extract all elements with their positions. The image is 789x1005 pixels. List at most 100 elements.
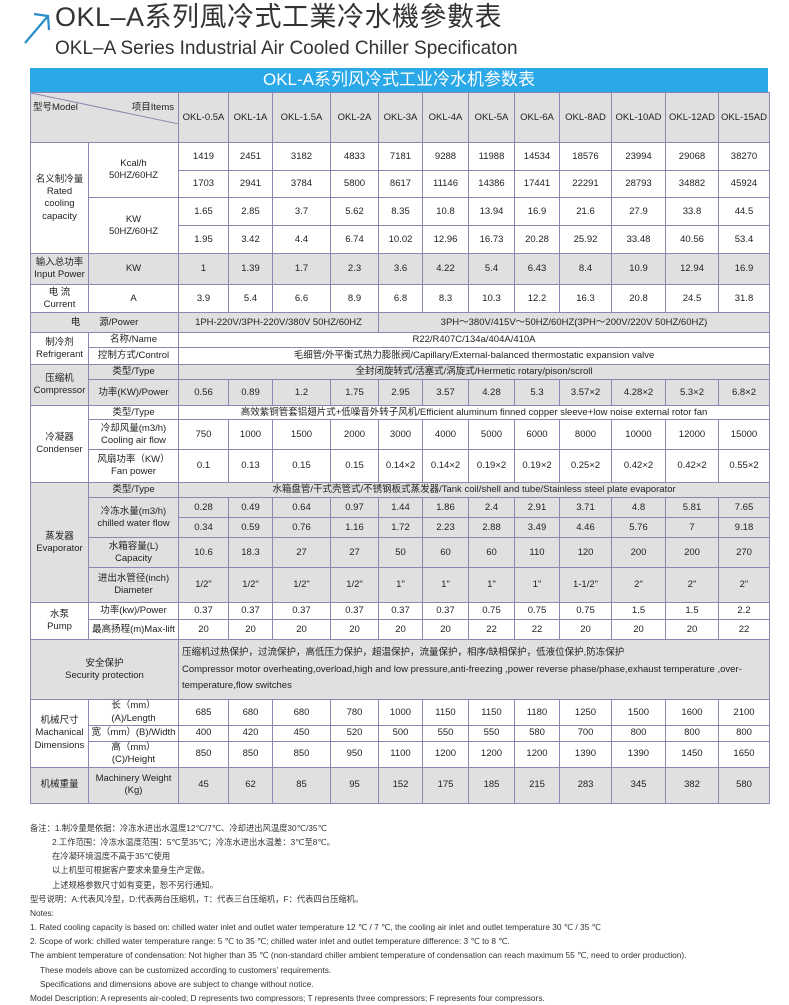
value-cell: 18.3 (228, 537, 273, 569)
value-cell: 2.2 (718, 602, 770, 621)
table-row: 蒸发器 Evaporator 类型/Type 水箱盘管/干式壳管式/不锈钢板式蒸发器… (30, 482, 770, 604)
row-label: 风扇功率（KW） Fan power (88, 449, 179, 484)
value-cell: 4.28 (468, 379, 515, 407)
value-cell: 45 (178, 766, 229, 804)
table-row: 安全保护 Security protection 压缩机过热保护，过流保护，高低压… (30, 639, 770, 701)
value-cell: 12000 (665, 419, 719, 451)
power-supply-cell: 3PH～380V/415V～50HZ/60HZ(3PH～200V/220V 50… (378, 312, 770, 334)
value-cell: 0.14×2 (378, 449, 423, 484)
value-cell: 175 (422, 766, 469, 804)
value-cell: 2" (718, 567, 770, 604)
value-cell: 5800 (330, 170, 379, 199)
row-label: 类型/Type (88, 482, 179, 499)
value-cell: 3.9 (178, 284, 229, 314)
value-cell: 1150 (422, 699, 469, 727)
table-header-row: 型号Model 项目Items OKL-0.5A OKL-1A OKL-1.5A OK… (30, 91, 770, 144)
value-cell: 1.16 (330, 517, 379, 539)
row-label: 安全保护 Security protection (30, 639, 179, 701)
value-cell: 450 (272, 725, 331, 743)
value-cell: 2.3 (330, 253, 379, 286)
model-header-cell: OKL-12AD (665, 91, 719, 144)
merged-value-cell: 水箱盘管/干式壳管式/不锈钢板式蒸发器/Tank coil/shell and … (178, 482, 770, 499)
value-cell: 1250 (559, 699, 612, 727)
table-row: 名义制冷量 Rated cooling capacity Kcal/h 50HZ/… (30, 142, 770, 255)
value-cell: 1/2" (178, 567, 229, 604)
value-cell: 7181 (378, 142, 423, 172)
page-heading: OKL–A系列風冷式工業冷水機參數表 OKL–A Series Industri… (0, 0, 789, 68)
value-cell: 22 (468, 619, 515, 641)
value-cell: 8.4 (559, 253, 612, 286)
value-cell: 10.6 (178, 537, 229, 569)
value-cell: 23994 (611, 142, 666, 172)
spec-table: 型号Model 项目Items OKL-0.5A OKL-1A OKL-1.5A OK… (30, 91, 770, 804)
value-cell: 5.4 (228, 284, 273, 314)
row-group-label: 蒸发器 Evaporator (30, 482, 89, 604)
row-label: 电 源/Power (30, 312, 179, 334)
value-cell: 40.56 (665, 225, 719, 255)
row-label: 名称/Name (88, 332, 179, 349)
value-cell: 60 (422, 537, 469, 569)
value-cell: 29068 (665, 142, 719, 172)
value-cell: 1419 (178, 142, 229, 172)
value-cell: 270 (718, 537, 770, 569)
title-chinese: OKL–A系列風冷式工業冷水機參數表 (55, 2, 503, 32)
value-cell: 2.23 (422, 517, 469, 539)
value-cell: 5.3×2 (665, 379, 719, 407)
row-label: 冷却风量(m3/h) Cooling air flow (88, 419, 179, 451)
value-cell: 500 (378, 725, 423, 743)
model-header-cell: OKL-3A (378, 91, 423, 144)
value-cell: 12.94 (665, 253, 719, 286)
value-cell: 0.42×2 (611, 449, 666, 484)
value-cell: 2451 (228, 142, 273, 172)
note-line-cn: 2.工作范围：冷冻水温度范围：5℃至35℃；冷冻水进出水温差：3℃至8℃。 (52, 836, 335, 847)
value-cell: 20 (272, 619, 331, 641)
value-cell: 185 (468, 766, 515, 804)
model-header-cell: OKL-0.5A (178, 91, 229, 144)
value-cell: 215 (514, 766, 560, 804)
value-cell: 2.88 (468, 517, 515, 539)
value-cell: 580 (514, 725, 560, 743)
value-cell: 20 (559, 619, 612, 641)
value-cell: 7 (665, 517, 719, 539)
header-model-label: 型号Model (33, 102, 78, 113)
row-label: 控制方式/Control (88, 347, 179, 366)
value-cell: 283 (559, 766, 612, 804)
value-cell: 0.1 (178, 449, 229, 484)
value-cell: 20 (330, 619, 379, 641)
table-row: 进出水管径(inch) Diameter 1/2" 1/2" 1/2" 1/2" 1" 1"… (31, 567, 770, 604)
table-row: 机械重量 Machinery Weight (Kg) 45 62 85 95 152 175 1… (30, 766, 770, 804)
row-label: 进出水管径(inch) Diameter (88, 567, 179, 604)
note-line-en: 1. Rated cooling capacity is based on: c… (30, 922, 601, 933)
value-cell: 17441 (514, 170, 560, 199)
power-supply-cell: 1PH-220V/3PH-220V/380V 50HZ/60HZ (178, 312, 379, 334)
diagonal-divider (31, 93, 179, 124)
value-cell: 2.91 (514, 497, 560, 519)
value-cell: 12.96 (422, 225, 469, 255)
value-cell: 0.13 (228, 449, 273, 484)
value-cell: 6.6 (272, 284, 331, 314)
table-title-bar: OKL-A系列风冷式工业冷水机参数表 (30, 68, 768, 92)
table-row: 高（mm）(C)/Height 850 850 850 950 1100 1200 1200 1… (31, 741, 770, 768)
value-cell: 8.35 (378, 197, 423, 227)
note-line-en: 2. Scope of work: chilled water temperat… (30, 936, 510, 947)
value-cell: 11146 (422, 170, 469, 199)
value-cell: 7.65 (718, 497, 770, 519)
value-cell: 20 (611, 619, 666, 641)
value-cell: 9.18 (718, 517, 770, 539)
value-cell: 16.9 (514, 197, 560, 227)
value-cell: 110 (514, 537, 560, 569)
value-cell: 1" (468, 567, 515, 604)
value-cell: 3.57×2 (559, 379, 612, 407)
value-cell: 14534 (514, 142, 560, 172)
merged-value-cell: R22/R407C/134a/404A/410A (178, 332, 770, 349)
value-cell: 53.4 (718, 225, 770, 255)
merged-value-cell: 高效紫铜管套铝翅片式+低噪音外转子风机/Efficient aluminum f… (178, 405, 770, 421)
value-cell: 28793 (611, 170, 666, 199)
value-cell: 0.28 (178, 497, 229, 519)
value-cell: 2.4 (468, 497, 515, 519)
value-cell: 1-1/2" (559, 567, 612, 604)
table-row: 功率(KW)/Power 0.56 0.89 1.2 1.75 2.95 3.57 4.28 5… (31, 379, 770, 407)
value-cell: 0.15 (330, 449, 379, 484)
value-cell: 0.37 (272, 602, 331, 621)
value-cell: 1.86 (422, 497, 469, 519)
